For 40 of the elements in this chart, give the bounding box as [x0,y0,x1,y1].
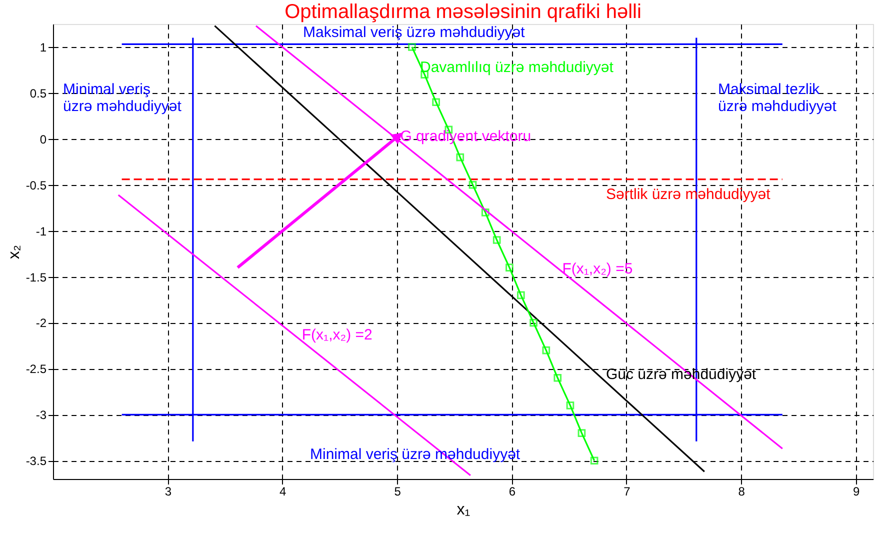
x-tick-label: 9 [852,484,860,498]
y-tick-label: 0 [40,132,47,146]
annotation: F(x₁,x₂) =5 [562,260,633,278]
point [456,153,464,162]
y-tick-label: -2.5 [26,362,47,376]
point [492,236,501,244]
x-tick-label: 8 [738,484,746,498]
y-tick-label: 0.5 [30,86,47,100]
y-tick-label: -3 [36,408,47,422]
point [542,346,550,354]
point [517,291,525,300]
y-axis-title: x₂ [6,244,23,260]
point [578,429,586,437]
point [530,318,538,327]
point [408,43,416,51]
point [554,374,562,382]
point [481,208,490,216]
x-tick-label: 5 [394,484,402,498]
annotation: Minimal veriş üzrə məhdudiyyət [63,81,182,115]
point [566,402,574,410]
x-tick-label: 3 [164,484,172,498]
annotation: F(x₁,x₂) =2 [302,326,372,344]
annotation: Maksimal veriş üzrə məhdudiyyət [303,24,526,42]
annotation: Maksimal tezlik üzrə məhdudiyyət [718,81,838,115]
x-tick-label: 7 [624,484,631,498]
annotation: Davamlılıq üzrə məhdudiyyət [420,59,614,76]
chart-title: Optimallaşdırma məsələsinin qrafiki həlli [284,1,642,23]
y-tick-label: -0.5 [26,178,47,192]
y-tick-label: -3.5 [26,454,47,468]
point [432,98,440,106]
x-axis-title: x₁ [456,502,470,518]
y-tick-label: 1 [40,40,47,54]
point [468,180,477,189]
y-tick-label: -1 [36,224,47,238]
y-tick-label: -2 [36,316,47,330]
x-tick-label: 4 [280,484,287,498]
x-tick-label: 6 [508,484,516,498]
point [506,264,514,272]
y-tick-label: -1.5 [26,270,47,284]
point [590,456,598,465]
